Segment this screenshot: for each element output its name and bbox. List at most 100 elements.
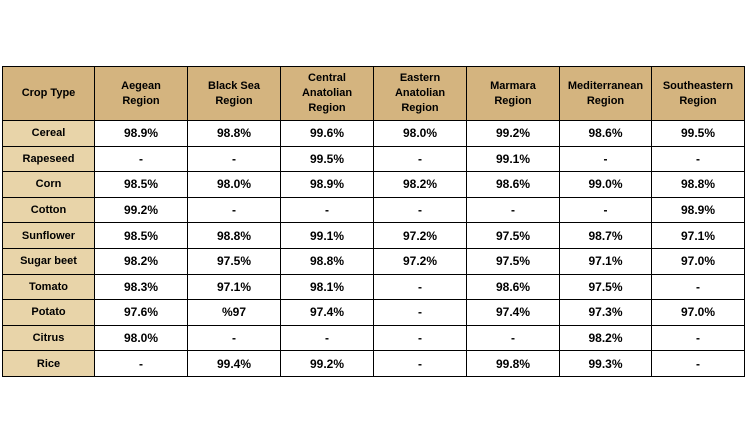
table-cell: - [373, 273, 467, 301]
table-row: Sugar beet 98.2% 97.5% 98.8% 97.2% 97.5% 97.1%… [2, 247, 745, 275]
table-cell: - [651, 273, 745, 301]
table-row: Rice -99.4% 99.2% -99.8% 99.3% - [2, 350, 745, 377]
row-label-crop: Cotton [2, 196, 95, 224]
table-cell: 97.4% [280, 299, 374, 326]
table-cell: 97.2% [373, 222, 467, 249]
row-label-crop: Tomato [2, 273, 95, 301]
row-label-crop: Potato [2, 299, 95, 326]
table-cell: 98.5% [94, 222, 188, 249]
table-cell: 98.7% [559, 222, 652, 249]
table-cell: 97.5% [559, 273, 652, 301]
table-cell: - [373, 324, 467, 352]
table-cell: 98.1% [280, 273, 374, 301]
table-cell: 97.0% [651, 247, 745, 275]
table-cell: 99.6% [280, 120, 374, 147]
table-body: Cereal 98.9% 98.8% 99.6% 98.0% 99.2% 98.6% 99.5… [2, 120, 745, 377]
table-cell: 99.8% [466, 350, 560, 377]
table-cell: 98.3% [94, 273, 188, 301]
table-cell: 99.5% [280, 145, 374, 173]
table-cell: - [280, 324, 374, 352]
table-cell: 97.0% [651, 299, 745, 326]
table-cell: 98.9% [280, 171, 374, 198]
table-cell: 98.9% [94, 120, 188, 147]
row-label-crop: Sugar beet [2, 247, 95, 275]
header-crop-type: Crop Type [2, 66, 95, 121]
table-cell: 99.4% [187, 350, 281, 377]
table-cell: - [559, 196, 652, 224]
table-row: Citrus 98.0% - - - -98.2% - [2, 324, 745, 352]
table-cell: - [187, 145, 281, 173]
table-cell: 98.8% [187, 120, 281, 147]
table-cell: - [651, 324, 745, 352]
table-cell: 97.1% [651, 222, 745, 249]
table-cell: 99.1% [280, 222, 374, 249]
row-label-crop: Rice [2, 350, 95, 377]
table-cell: 97.6% [94, 299, 188, 326]
table-cell: 99.2% [94, 196, 188, 224]
header-eastern-anatolian-region: Eastern Anatolian Region [373, 66, 467, 121]
row-label-crop: Corn [2, 171, 95, 198]
table-cell: 98.6% [466, 273, 560, 301]
table-row: Rapeseed - -99.5% -99.1% - - [2, 145, 745, 173]
table-cell: 97.1% [559, 247, 652, 275]
table-cell: - [187, 196, 281, 224]
table-cell: 99.0% [559, 171, 652, 198]
row-label-crop: Sunflower [2, 222, 95, 249]
table-cell: 98.0% [187, 171, 281, 198]
table-cell: 97.2% [373, 247, 467, 275]
table-row: Corn 98.5% 98.0% 98.9% 98.2% 98.6% 99.0% 98.8% [2, 171, 745, 198]
header-central-anatolian-region: Central Anatolian Region [280, 66, 374, 121]
row-label-crop: Cereal [2, 120, 95, 147]
table-cell: - [559, 145, 652, 173]
table-cell: - [466, 196, 560, 224]
table-cell: 97.5% [187, 247, 281, 275]
table-cell: 98.6% [559, 120, 652, 147]
table-cell: 98.5% [94, 171, 188, 198]
table-cell: 98.0% [94, 324, 188, 352]
table-cell: - [373, 299, 467, 326]
table-row: Sunflower 98.5% 98.8% 99.1% 97.2% 97.5% 98.7% 9… [2, 222, 745, 249]
table-cell: 99.5% [651, 120, 745, 147]
table-cell: 99.2% [280, 350, 374, 377]
table-cell: - [651, 145, 745, 173]
crop-region-table: Crop Type Aegean Region Black Sea Region… [2, 66, 745, 377]
table-cell: 98.8% [187, 222, 281, 249]
table-cell: 97.3% [559, 299, 652, 326]
table-cell: - [280, 196, 374, 224]
table-cell: 98.0% [373, 120, 467, 147]
table-row: Potato 97.6% %97 97.4% -97.4% 97.3% 97.0% [2, 299, 745, 326]
row-label-crop: Citrus [2, 324, 95, 352]
table-row: Tomato 98.3% 97.1% 98.1% -98.6% 97.5% - [2, 273, 745, 301]
table-cell: 97.1% [187, 273, 281, 301]
header-marmara-region: Marmara Region [466, 66, 560, 121]
table-cell: 98.2% [373, 171, 467, 198]
table-cell: 98.2% [559, 324, 652, 352]
table-cell: 97.4% [466, 299, 560, 326]
table-cell: 98.2% [94, 247, 188, 275]
header-row: Crop Type Aegean Region Black Sea Region… [2, 66, 745, 121]
table-row: Cotton 99.2% - - - - -98.9% [2, 196, 745, 224]
table-cell: 99.3% [559, 350, 652, 377]
table-cell: 99.2% [466, 120, 560, 147]
table-cell: %97 [187, 299, 281, 326]
table-row: Cereal 98.9% 98.8% 99.6% 98.0% 99.2% 98.6% 99.5… [2, 120, 745, 147]
table-cell: 99.1% [466, 145, 560, 173]
table-cell: 98.8% [280, 247, 374, 275]
table-cell: 98.9% [651, 196, 745, 224]
table-cell: 98.8% [651, 171, 745, 198]
table-cell: 97.5% [466, 222, 560, 249]
table-cell: - [94, 145, 188, 173]
table-cell: - [373, 350, 467, 377]
table-cell: - [466, 324, 560, 352]
table-cell: - [373, 145, 467, 173]
header-southeastern-region: Southeastern Region [651, 66, 745, 121]
table-cell: - [651, 350, 745, 377]
row-label-crop: Rapeseed [2, 145, 95, 173]
table-cell: - [94, 350, 188, 377]
header-black-sea-region: Black Sea Region [187, 66, 281, 121]
header-aegean-region: Aegean Region [94, 66, 188, 121]
table-cell: - [187, 324, 281, 352]
table-cell: 98.6% [466, 171, 560, 198]
table-cell: - [373, 196, 467, 224]
table-cell: 97.5% [466, 247, 560, 275]
